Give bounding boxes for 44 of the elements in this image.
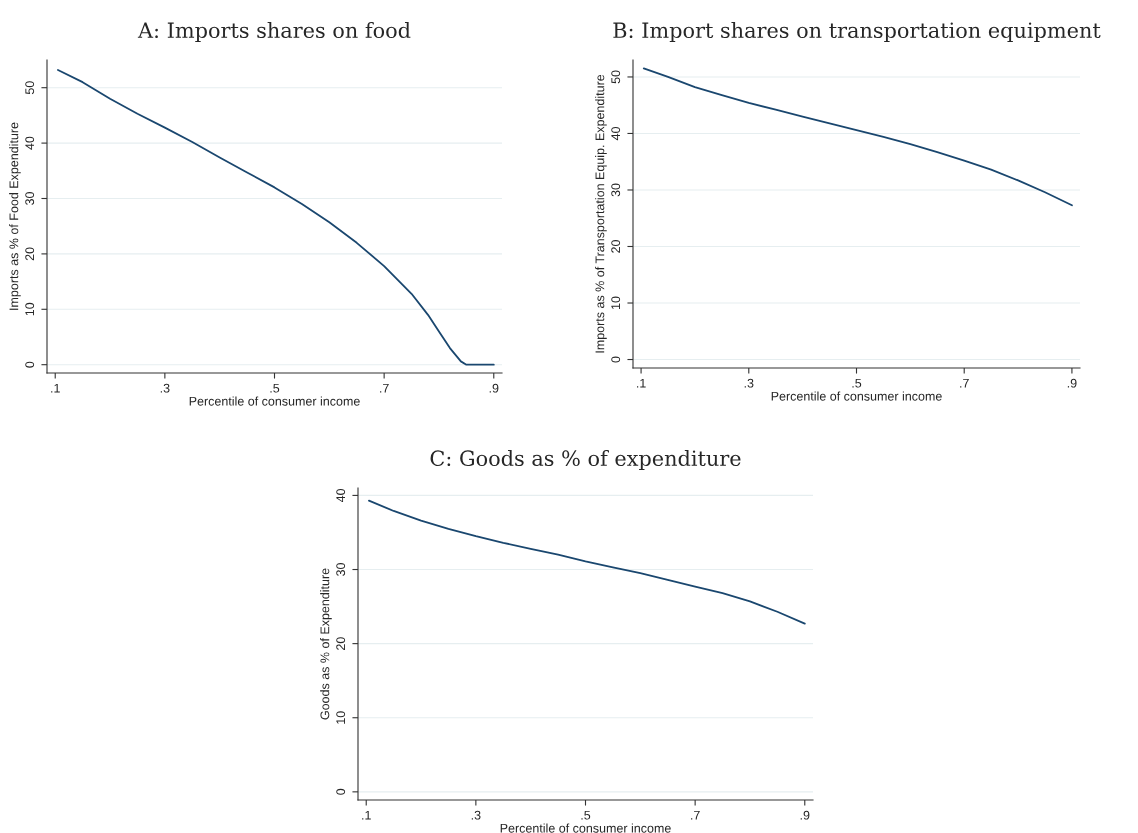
- x-axis-title: Percentile of consumer income: [500, 823, 671, 833]
- x-tick-label: .7: [380, 383, 389, 393]
- x-tick-label: .9: [1067, 378, 1077, 388]
- y-tick-label: 40: [336, 488, 346, 503]
- y-tick-label: 30: [336, 563, 346, 576]
- line-series: [57, 69, 495, 366]
- y-tick-label: 0: [336, 788, 346, 795]
- y-tick-label: 20: [25, 247, 35, 261]
- x-tick-label: .3: [160, 383, 170, 393]
- x-axis-title: Percentile of consumer income: [189, 396, 360, 406]
- x-tick-label: .5: [852, 378, 862, 388]
- chart-title: A: Imports shares on food: [137, 21, 411, 43]
- chart-title: B: Import shares on transportation equipment: [613, 21, 1101, 43]
- y-tick-label: 0: [25, 361, 35, 368]
- x-tick-label: .3: [471, 810, 481, 820]
- y-tick-label: 10: [25, 302, 35, 316]
- line-series: [368, 499, 806, 625]
- y-tick-label: 40: [611, 127, 621, 141]
- x-tick-label: .5: [270, 383, 280, 393]
- x-tick-label: .7: [691, 810, 700, 820]
- y-tick-label: 30: [611, 183, 621, 197]
- chart-title: C: Goods as % of expenditure: [430, 449, 741, 471]
- y-tick-label: 0: [611, 356, 621, 363]
- y-tick-label: 20: [336, 637, 346, 650]
- x-axis-title: Percentile of consumer income: [771, 391, 942, 401]
- y-axis-title: Imports as % of Transportation Equip. Expenditure: [595, 74, 607, 353]
- x-tick-label: .1: [51, 383, 60, 393]
- y-tick-label: 40: [25, 136, 35, 150]
- x-tick-label: .5: [581, 810, 591, 820]
- y-tick-label: 50: [25, 81, 35, 95]
- y-tick-label: 10: [611, 296, 621, 310]
- x-tick-label: .3: [744, 378, 754, 388]
- y-axis-title: Imports as % of Food Expenditure: [9, 122, 21, 310]
- y-tick-label: 20: [611, 240, 621, 253]
- y-axis-title: Goods as % of Expenditure: [320, 568, 332, 720]
- y-tick-label: 10: [336, 711, 346, 724]
- line-series: [642, 67, 1073, 207]
- x-tick-label: .1: [637, 378, 646, 388]
- y-tick-label: 30: [25, 192, 35, 205]
- x-tick-label: .1: [362, 810, 371, 820]
- x-tick-label: .7: [960, 378, 969, 388]
- y-tick-label: 50: [611, 70, 621, 84]
- x-tick-label: .9: [800, 810, 810, 820]
- x-tick-label: .9: [489, 383, 499, 393]
